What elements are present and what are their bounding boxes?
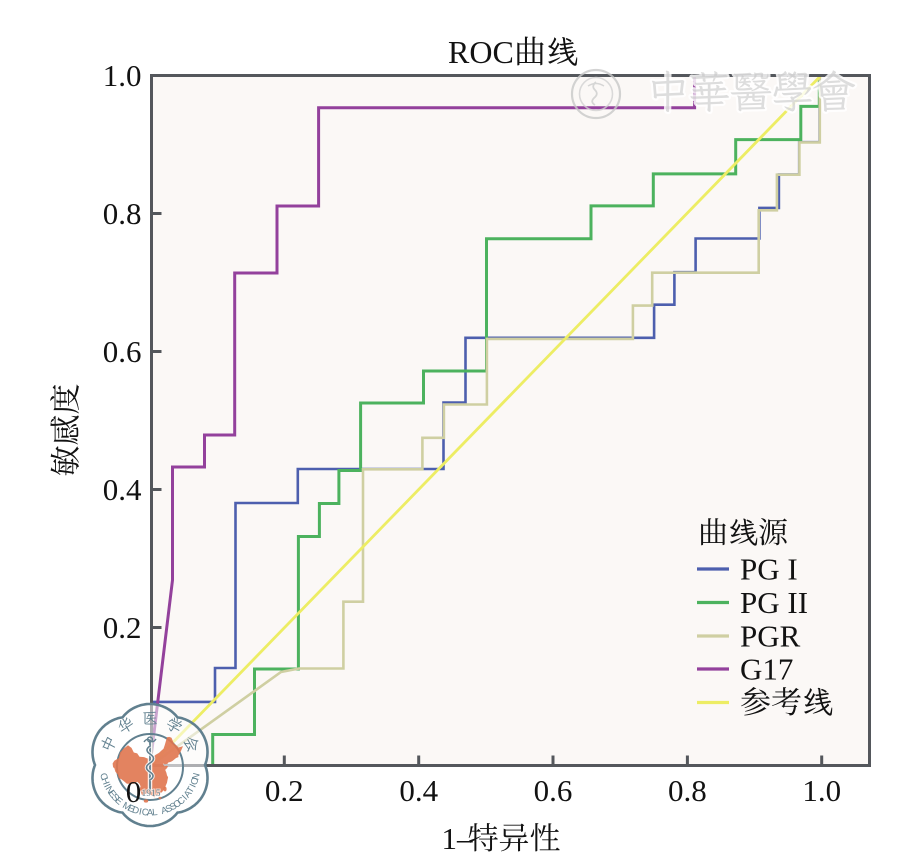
svg-text:G17: G17	[740, 652, 793, 687]
svg-text:A: A	[147, 808, 154, 819]
svg-text:I: I	[188, 782, 199, 789]
svg-text:C: C	[141, 807, 149, 819]
svg-text:0.8: 0.8	[668, 773, 707, 808]
svg-text:0.6: 0.6	[534, 773, 573, 808]
svg-text:S: S	[168, 801, 179, 814]
svg-text:1.0: 1.0	[802, 773, 841, 808]
svg-text:L: L	[152, 807, 158, 818]
svg-text:1.0: 1.0	[103, 58, 142, 93]
svg-text:PG I: PG I	[740, 552, 798, 587]
svg-text:PGR: PGR	[740, 619, 801, 654]
svg-text:O: O	[189, 776, 202, 787]
svg-text:E: E	[106, 788, 119, 800]
svg-text:E: E	[113, 795, 125, 807]
svg-text:T: T	[185, 785, 198, 796]
svg-text:S: S	[164, 803, 174, 816]
svg-text:I: I	[138, 806, 143, 817]
svg-text:E: E	[126, 803, 136, 816]
svg-text:1–: 1–	[442, 821, 474, 856]
svg-text:H: H	[99, 776, 112, 786]
svg-text:1915: 1915	[142, 789, 161, 799]
svg-text:0.4: 0.4	[399, 773, 438, 808]
svg-text:N: N	[103, 784, 116, 796]
svg-text:0: 0	[126, 774, 142, 809]
svg-text:0.8: 0.8	[103, 196, 142, 231]
svg-text:ROC: ROC	[448, 34, 514, 70]
svg-text:C: C	[97, 772, 109, 781]
svg-text:D: D	[131, 805, 141, 818]
svg-text:0.2: 0.2	[265, 773, 304, 808]
svg-text:PG II: PG II	[740, 585, 808, 620]
svg-text:I: I	[180, 793, 190, 802]
svg-text:0.2: 0.2	[103, 610, 142, 645]
svg-text:A: A	[160, 804, 170, 817]
svg-text:0.4: 0.4	[103, 472, 142, 507]
svg-text:I: I	[101, 782, 112, 789]
svg-text:0.6: 0.6	[103, 334, 142, 369]
svg-text:N: N	[190, 772, 202, 781]
